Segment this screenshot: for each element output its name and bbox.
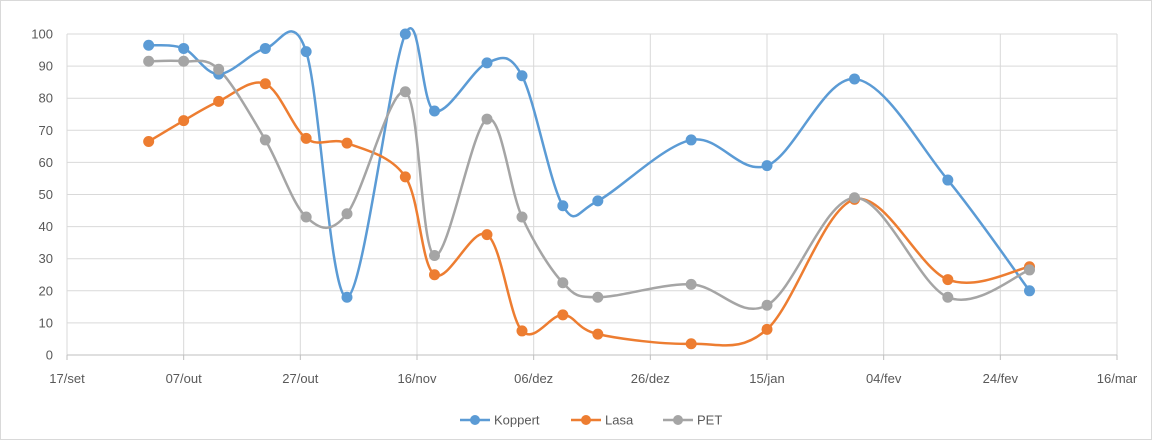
x-tick-label: 04/fev: [866, 371, 902, 386]
data-point-pet: [592, 291, 604, 303]
data-point-koppert: [259, 42, 271, 54]
data-point-pet: [178, 55, 190, 67]
legend: Koppert Lasa PET: [460, 413, 722, 428]
legend-marker: [581, 415, 591, 425]
data-point-lasa: [399, 171, 411, 183]
data-point-pet: [557, 277, 569, 289]
data-point-pet: [849, 192, 860, 204]
x-tick-label: 17/set: [49, 371, 85, 386]
gridlines: [66, 33, 1118, 356]
data-point-koppert: [300, 46, 312, 58]
series-markers: [143, 28, 1035, 350]
data-point-koppert: [399, 28, 411, 40]
data-point-pet: [213, 63, 225, 75]
x-tick-label: 27/out: [282, 371, 319, 386]
legend-item-pet: PET: [663, 413, 722, 428]
data-point-koppert: [1024, 285, 1035, 297]
x-tick-label: 15/jan: [749, 371, 784, 386]
data-point-koppert: [516, 70, 528, 82]
data-point-pet: [399, 86, 411, 98]
legend-item-koppert: Koppert: [460, 413, 540, 428]
legend-label: PET: [697, 413, 722, 428]
legend-marker: [470, 415, 480, 425]
data-point-koppert: [761, 160, 773, 172]
y-tick-label: 90: [39, 59, 53, 74]
x-tick-label: 06/dez: [514, 371, 553, 386]
data-point-pet: [429, 249, 440, 261]
data-point-pet: [143, 55, 155, 67]
axes: 0 10 20 30 40 50 60 70 80 90 100 17/set 07/out 27/out…: [31, 27, 1138, 387]
data-point-koppert: [942, 174, 954, 186]
data-point-koppert: [592, 195, 604, 207]
data-point-lasa: [761, 323, 773, 335]
legend-marker: [673, 415, 683, 425]
data-point-koppert: [341, 291, 353, 303]
y-tick-label: 10: [39, 315, 53, 330]
legend-label: Koppert: [494, 413, 540, 428]
data-point-lasa: [429, 269, 440, 281]
data-point-lasa: [300, 132, 312, 144]
legend-label: Lasa: [605, 413, 634, 428]
x-tick-label: 16/mar: [1097, 371, 1138, 386]
y-tick-label: 20: [39, 283, 53, 298]
series-lines: [147, 27, 1031, 347]
data-point-koppert: [481, 57, 493, 69]
data-point-lasa: [213, 95, 225, 107]
data-point-lasa: [592, 328, 604, 340]
data-point-koppert: [557, 200, 569, 212]
y-tick-label: 60: [39, 155, 53, 170]
y-tick-label: 80: [39, 91, 53, 106]
data-point-koppert: [685, 134, 697, 146]
data-point-lasa: [341, 137, 353, 149]
data-point-pet: [341, 208, 353, 220]
data-point-lasa: [143, 136, 155, 148]
data-point-lasa: [942, 274, 954, 286]
data-point-koppert: [429, 105, 440, 117]
y-tick-label: 40: [39, 219, 53, 234]
y-tick-label: 30: [39, 251, 53, 266]
data-point-pet: [942, 291, 954, 303]
y-tick-label: 100: [31, 27, 53, 42]
data-point-pet: [300, 211, 312, 223]
data-point-lasa: [178, 115, 190, 127]
x-tick-label: 07/out: [166, 371, 203, 386]
x-tick-label: 24/fev: [983, 371, 1019, 386]
data-point-pet: [1024, 264, 1035, 276]
y-tick-label: 50: [39, 187, 53, 202]
x-tick-label: 16/nov: [397, 371, 437, 386]
data-point-koppert: [178, 42, 190, 54]
series-line-lasa: [147, 81, 1031, 347]
data-point-lasa: [516, 325, 528, 337]
data-point-koppert: [143, 39, 155, 51]
y-tick-label: 0: [46, 348, 53, 363]
data-point-pet: [481, 113, 493, 125]
data-point-lasa: [685, 338, 697, 350]
data-point-pet: [761, 299, 773, 311]
data-point-pet: [516, 211, 528, 223]
data-point-pet: [685, 278, 697, 290]
data-point-koppert: [849, 73, 860, 85]
data-point-lasa: [259, 78, 271, 90]
y-tick-label: 70: [39, 123, 53, 138]
data-point-pet: [259, 134, 271, 146]
data-point-lasa: [481, 229, 493, 241]
data-point-lasa: [557, 309, 569, 321]
legend-item-lasa: Lasa: [571, 413, 634, 428]
x-tick-label: 26/dez: [631, 371, 670, 386]
